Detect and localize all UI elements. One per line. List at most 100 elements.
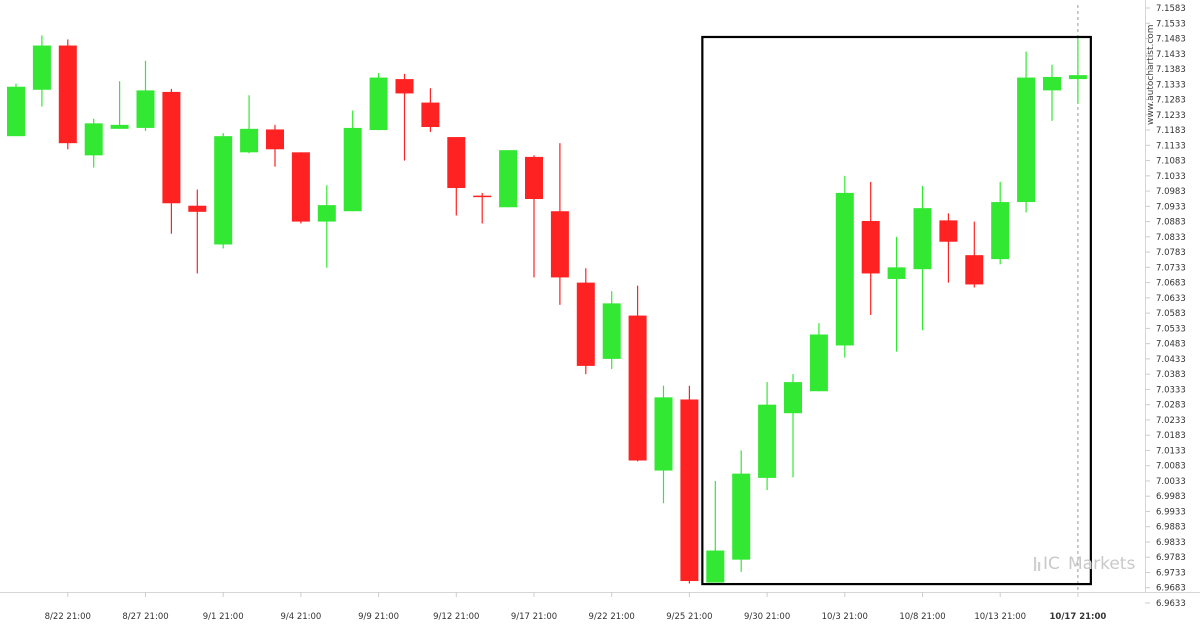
y-axis-ticks: 7.1583 7.1533 7.1483 7.1433 7.1383 7.1333 7.12…: [1145, 4, 1186, 609]
candle: [784, 374, 802, 478]
candle: [550, 143, 569, 305]
candle: [1017, 51, 1036, 213]
candle-body: [395, 79, 414, 94]
candle-body: [732, 473, 751, 560]
candle: [84, 118, 103, 168]
candle-body: [214, 136, 233, 245]
candle-body: [447, 137, 466, 189]
candle-body: [240, 128, 259, 153]
candle-body: [602, 303, 621, 359]
candle-body: [499, 150, 518, 208]
y-tick-label: 7.0233: [1156, 416, 1186, 426]
x-tick-label: 9/22 21:00: [589, 612, 635, 622]
candle: [861, 181, 880, 315]
y-tick-label: 7.0883: [1156, 218, 1186, 228]
y-tick-label: 7.0483: [1156, 340, 1186, 350]
candle: [991, 181, 1010, 265]
candle: [525, 155, 543, 278]
candle-body: [7, 86, 25, 137]
candle: [1043, 64, 1061, 121]
x-axis-ticks: 8/22 21:00 8/27 21:00 9/1 21:00 9/4 21:00 9/…: [45, 592, 1106, 622]
candle: [240, 95, 259, 154]
autochartist-watermark: www.autochartist.com: [1146, 24, 1156, 125]
candle-body: [343, 127, 362, 212]
y-tick-label: 7.1233: [1156, 111, 1186, 121]
x-tick-label: 8/22 21:00: [45, 612, 91, 622]
candle-body: [110, 124, 129, 129]
y-tick-label: 6.9833: [1156, 538, 1186, 548]
y-tick-label: 7.0133: [1156, 446, 1186, 456]
y-tick-label: 6.9883: [1156, 523, 1186, 533]
candle-body: [473, 195, 492, 198]
candle-body: [32, 45, 51, 90]
candle-body: [861, 220, 880, 274]
candle: [343, 110, 362, 212]
pattern-highlight-box: [701, 35, 1092, 586]
candle: [576, 268, 595, 375]
candle-body: [421, 102, 440, 127]
candle: [110, 81, 129, 129]
y-tick-label: 7.0383: [1156, 370, 1186, 380]
y-tick-label: 6.9733: [1156, 568, 1186, 578]
candle-body: [991, 202, 1010, 260]
icmarkets-logo: IC Markets: [1034, 554, 1135, 574]
candle-body: [369, 77, 388, 131]
y-tick-label: 7.1383: [1156, 65, 1186, 75]
y-tick-label: 7.0833: [1156, 233, 1186, 243]
candle: [499, 150, 518, 208]
y-tick-label: 7.0283: [1156, 401, 1186, 411]
candle-body: [525, 156, 543, 200]
candle: [654, 385, 673, 504]
candle-body: [162, 91, 181, 204]
candle: [266, 124, 284, 167]
candle: [317, 185, 336, 268]
candle: [188, 189, 207, 274]
y-tick-label: 7.1483: [1156, 35, 1186, 45]
y-tick-label: 7.1083: [1156, 157, 1186, 167]
candle-body: [680, 399, 699, 582]
candle-body: [317, 205, 336, 222]
y-tick-label: 7.0333: [1156, 385, 1186, 395]
x-tick-label: 9/1 21:00: [203, 612, 244, 622]
y-tick-label: 6.9633: [1156, 599, 1186, 609]
y-tick-label: 7.0183: [1156, 431, 1186, 441]
x-tick-label: 10/3 21:00: [822, 612, 868, 622]
candle: [447, 137, 466, 216]
x-tick-label: 8/27 21:00: [122, 612, 168, 622]
logo-bar-2: [1038, 562, 1041, 571]
candle: [473, 192, 492, 224]
y-tick-label: 7.0683: [1156, 279, 1186, 289]
candle: [162, 88, 181, 234]
candle: [136, 60, 155, 131]
y-tick-label: 6.9983: [1156, 492, 1186, 502]
candle: [835, 175, 854, 358]
y-tick-label: 6.9783: [1156, 553, 1186, 563]
y-tick-label: 7.0533: [1156, 324, 1186, 334]
candle: [369, 72, 388, 131]
candle: [291, 152, 310, 224]
candle: [395, 73, 414, 161]
candle-body: [965, 255, 984, 285]
candle: [758, 382, 777, 491]
candle-body: [1043, 76, 1061, 91]
candle-body: [835, 192, 854, 346]
y-tick-label: 7.1283: [1156, 96, 1186, 106]
candle: [809, 323, 828, 392]
y-tick-label: 7.0083: [1156, 462, 1186, 472]
y-tick-label: 7.0733: [1156, 263, 1186, 273]
candle: [7, 83, 25, 137]
candle: [58, 39, 77, 150]
candle-body: [887, 267, 906, 279]
candle: [628, 285, 647, 462]
y-tick-label: 7.1133: [1156, 141, 1186, 151]
candle-body: [58, 45, 77, 144]
y-tick-label: 7.0033: [1156, 477, 1186, 487]
x-tick-label: 9/12 21:00: [433, 612, 479, 622]
y-tick-label: 7.1183: [1156, 126, 1186, 136]
candle: [602, 291, 621, 369]
y-tick-label: 7.1433: [1156, 50, 1186, 60]
candle: [214, 133, 233, 249]
y-tick-label: 7.0433: [1156, 355, 1186, 365]
y-tick-label: 7.1583: [1156, 4, 1186, 14]
candle: [32, 35, 51, 107]
